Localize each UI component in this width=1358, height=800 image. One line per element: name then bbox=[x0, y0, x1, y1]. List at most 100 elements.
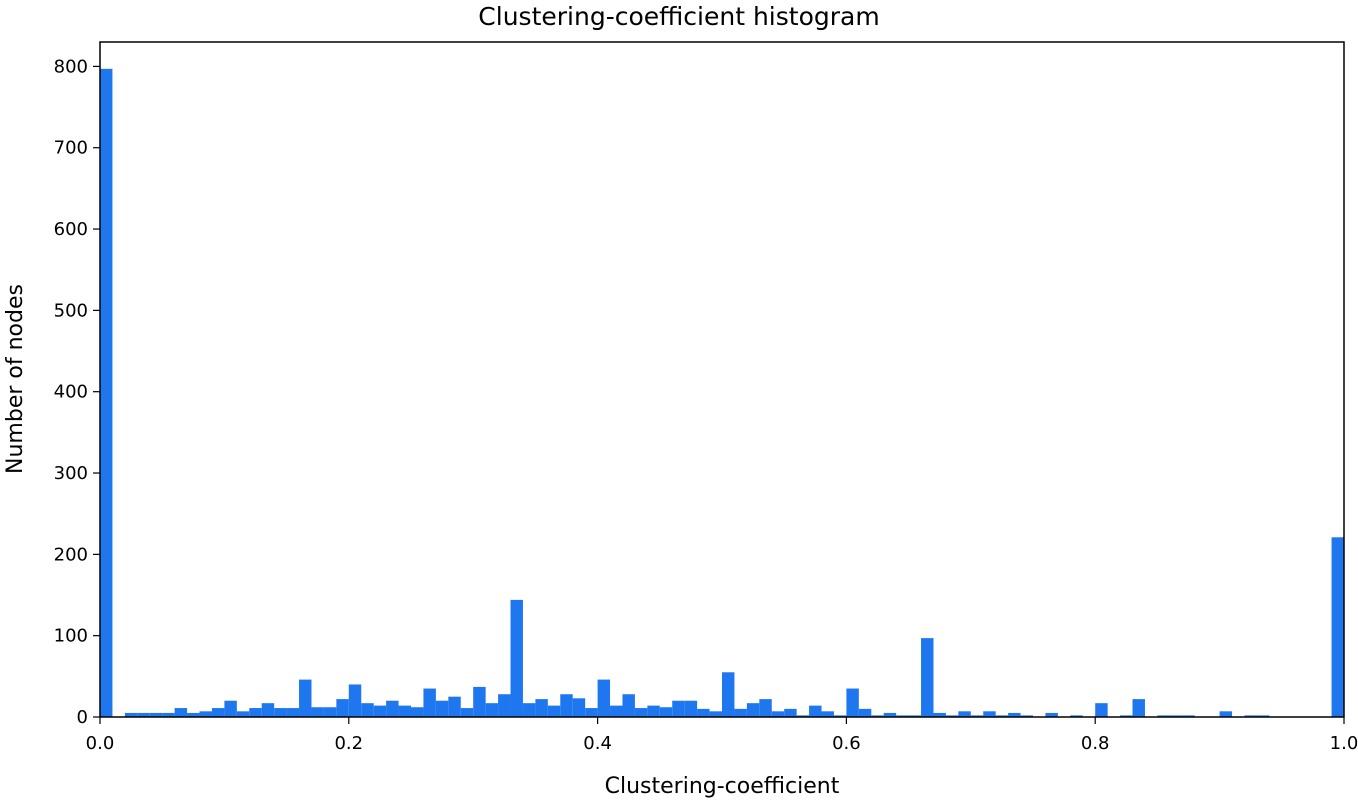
histogram-bar bbox=[659, 707, 673, 717]
plot-frame bbox=[99, 41, 1345, 718]
histogram-bar bbox=[610, 705, 623, 717]
histogram-bar bbox=[274, 708, 287, 717]
histogram-bar bbox=[672, 700, 685, 717]
histogram-bar bbox=[697, 708, 710, 717]
histogram-bar bbox=[983, 711, 996, 717]
x-tick-label: 0.2 bbox=[334, 733, 363, 754]
histogram-bar bbox=[224, 700, 237, 717]
x-tick-label: 1.0 bbox=[1330, 733, 1358, 754]
histogram-bar bbox=[709, 711, 722, 717]
y-tick-label: 800 bbox=[54, 56, 88, 77]
histogram-bar bbox=[411, 707, 424, 717]
histogram-bar bbox=[535, 699, 548, 717]
histogram-bar bbox=[883, 712, 897, 717]
histogram-bar bbox=[921, 638, 934, 717]
histogram-bar bbox=[784, 708, 797, 717]
histogram-bar bbox=[311, 707, 324, 717]
x-tick-label: 0.8 bbox=[1081, 733, 1110, 754]
histogram-bar bbox=[261, 703, 275, 717]
histogram-bar bbox=[174, 708, 188, 717]
y-tick-label: 0 bbox=[77, 707, 88, 728]
histogram-bar bbox=[771, 711, 785, 717]
y-tick-label: 100 bbox=[54, 626, 88, 647]
histogram-bar bbox=[460, 708, 474, 717]
histogram-bar bbox=[846, 688, 859, 717]
histogram-bar bbox=[299, 679, 312, 717]
histogram-bar bbox=[149, 712, 163, 717]
histogram-bar bbox=[572, 698, 586, 717]
histogram-bar bbox=[249, 708, 262, 717]
histogram-bar bbox=[498, 694, 511, 717]
histogram-bar bbox=[187, 712, 200, 717]
histogram-bar bbox=[1244, 715, 1257, 717]
histogram-bar bbox=[1256, 715, 1270, 717]
histogram-bar bbox=[858, 708, 872, 717]
histogram-bar bbox=[809, 705, 822, 717]
histogram-bar bbox=[684, 700, 698, 717]
x-axis-label: Clustering-coefficient bbox=[605, 774, 840, 799]
histogram-bar bbox=[1182, 715, 1195, 717]
chart-title: Clustering-coefficient histogram bbox=[478, 2, 880, 31]
histogram-bar bbox=[162, 712, 175, 717]
x-tick-label: 0.4 bbox=[583, 733, 612, 754]
x-tick-label: 0.6 bbox=[832, 733, 861, 754]
histogram-bar bbox=[398, 705, 411, 717]
histogram-bar bbox=[995, 715, 1009, 717]
histogram-bar bbox=[522, 703, 536, 717]
histogram-bar bbox=[1070, 715, 1083, 717]
y-tick-label: 300 bbox=[54, 463, 88, 484]
histogram-bar bbox=[286, 708, 300, 717]
histogram-bar bbox=[945, 715, 959, 717]
histogram-bar bbox=[323, 707, 337, 717]
histogram-bar bbox=[124, 712, 138, 717]
bars-group bbox=[100, 68, 1344, 718]
histogram-bar bbox=[1331, 537, 1344, 717]
histogram-bar bbox=[759, 699, 772, 717]
histogram-bar bbox=[1120, 715, 1133, 717]
histogram-bar bbox=[1008, 712, 1021, 717]
histogram-bar bbox=[1020, 715, 1033, 717]
x-axis-ticks: 0.0 0.2 0.4 0.6 0.8 1.0 bbox=[86, 717, 1358, 754]
histogram-bar bbox=[970, 715, 984, 717]
histogram-bar bbox=[821, 711, 834, 717]
histogram-bar bbox=[734, 708, 747, 717]
histogram-bar bbox=[1095, 703, 1108, 717]
y-axis-label: Number of nodes bbox=[3, 284, 28, 474]
histogram-bar bbox=[199, 711, 212, 717]
histogram-bar bbox=[373, 705, 387, 717]
histogram-bar bbox=[958, 711, 971, 717]
histogram-bar bbox=[896, 715, 909, 717]
histogram-bar bbox=[871, 715, 884, 717]
histogram-bar bbox=[510, 599, 523, 717]
y-tick-label: 600 bbox=[54, 219, 88, 240]
y-axis-ticks: 0 100 200 300 400 500 600 700 800 bbox=[54, 56, 100, 728]
histogram-bar bbox=[585, 708, 598, 717]
histogram-bar bbox=[1157, 715, 1170, 717]
histogram-bar bbox=[547, 705, 561, 717]
y-tick-label: 200 bbox=[54, 544, 88, 565]
histogram-bar bbox=[1132, 699, 1145, 717]
histogram-bar bbox=[933, 712, 946, 717]
histogram-bar bbox=[597, 679, 611, 717]
histogram-bar bbox=[435, 700, 449, 717]
histogram-bar bbox=[473, 686, 486, 717]
histogram-bar bbox=[211, 708, 225, 717]
y-tick-label: 500 bbox=[54, 300, 88, 321]
histogram-bar bbox=[634, 708, 648, 717]
y-tick-label: 400 bbox=[54, 382, 88, 403]
y-tick-label: 700 bbox=[54, 138, 88, 159]
histogram-bar bbox=[833, 715, 847, 717]
histogram-bar bbox=[348, 684, 362, 717]
histogram-bar bbox=[746, 703, 760, 717]
histogram-bar bbox=[796, 715, 810, 717]
histogram-bar bbox=[908, 715, 922, 717]
histogram-bar bbox=[560, 694, 573, 717]
histogram-bar bbox=[485, 703, 499, 717]
histogram-bar bbox=[100, 68, 113, 718]
histogram-bar bbox=[647, 705, 660, 717]
histogram-bar bbox=[236, 711, 250, 717]
histogram-bar bbox=[622, 694, 635, 717]
histogram-bar bbox=[137, 712, 150, 717]
x-tick-label: 0.0 bbox=[86, 733, 115, 754]
